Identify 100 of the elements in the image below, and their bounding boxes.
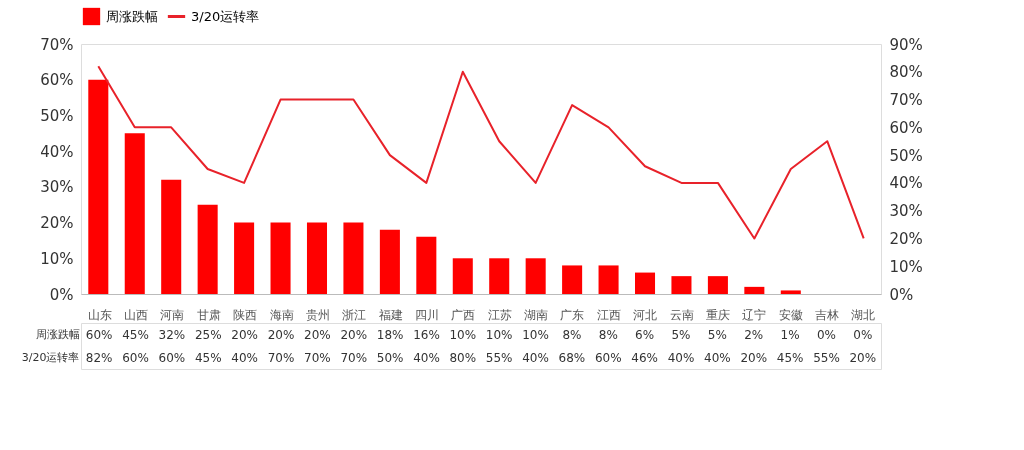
- x-tick-label: 湖北: [851, 307, 876, 322]
- bar: [671, 276, 692, 294]
- y-tick-label: 70%: [40, 35, 74, 54]
- data-label: 55%: [485, 350, 513, 365]
- data-label: 0%: [816, 327, 836, 342]
- y-tick-label: 0%: [49, 285, 74, 304]
- y2-tick-label: 70%: [889, 91, 923, 110]
- y2-tick-label: 90%: [889, 35, 923, 54]
- data-label: 70%: [340, 350, 368, 365]
- bar: [744, 286, 765, 294]
- x-tick-label: 广西: [451, 307, 476, 322]
- x-tick-label: 贵州: [305, 307, 330, 322]
- data-label: 45%: [194, 350, 222, 365]
- data-label: 8%: [562, 327, 582, 342]
- data-label: 10%: [485, 327, 513, 342]
- data-label: 46%: [631, 350, 658, 365]
- data-label: 45%: [776, 350, 804, 365]
- data-label: 40%: [231, 350, 258, 365]
- x-tick-label: 甘肃: [196, 307, 221, 322]
- y-tick-label: 20%: [40, 214, 74, 233]
- y2-tick-label: 50%: [889, 146, 923, 165]
- data-label: 70%: [267, 350, 295, 365]
- x-tick-label: 海南: [269, 307, 294, 322]
- bar: [634, 272, 656, 294]
- data-label: 8%: [598, 327, 618, 342]
- bar: [124, 133, 145, 294]
- data-label: 0%: [853, 327, 873, 342]
- bar: [489, 258, 510, 294]
- y2-tick-label: 80%: [889, 63, 923, 82]
- bar: [343, 222, 364, 294]
- bar: [306, 222, 328, 294]
- x-tick-label: 河南: [160, 307, 185, 322]
- data-label: 20%: [267, 327, 295, 342]
- bar: [234, 222, 255, 294]
- x-tick-label: 浙江: [342, 307, 367, 322]
- data-label: 25%: [194, 327, 222, 342]
- x-tick-label: 云南: [669, 307, 694, 322]
- x-tick-label: 陕西: [233, 307, 258, 322]
- line-series: [97, 65, 865, 240]
- x-tick-label: 山东: [87, 307, 112, 322]
- data-label: 80%: [449, 350, 477, 365]
- data-label: 5%: [671, 327, 691, 342]
- x-tick-label: 重庆: [705, 307, 730, 322]
- bar: [88, 79, 109, 294]
- x-tick-label: 广东: [560, 307, 585, 322]
- data-label: 20%: [849, 350, 877, 365]
- x-tick-label: 江苏: [487, 307, 512, 322]
- x-tick-label: 辽宁: [742, 307, 767, 322]
- text: 周涨跌幅: [35, 328, 80, 341]
- bar: [525, 258, 546, 294]
- data-label: 50%: [376, 350, 404, 365]
- bar: [197, 204, 218, 294]
- y2-tick-label: 30%: [889, 202, 923, 221]
- y2-tick-label: 10%: [889, 257, 923, 276]
- bar: [598, 265, 619, 294]
- y2-tick-label: 0%: [889, 285, 914, 304]
- data-label: 55%: [813, 350, 840, 365]
- text: 3/20运转率: [21, 351, 80, 364]
- y2-tick-label: 60%: [889, 118, 923, 137]
- bar: [562, 265, 583, 294]
- x-tick-label: 山西: [124, 307, 149, 322]
- data-label: 60%: [85, 327, 113, 342]
- data-label: 60%: [594, 350, 622, 365]
- y-tick-label: 50%: [40, 106, 74, 125]
- data-label: 1%: [780, 327, 800, 342]
- bar: [161, 179, 182, 294]
- data-label: 20%: [740, 350, 768, 365]
- x-tick-label: 江西: [596, 307, 621, 322]
- bar: [379, 229, 400, 294]
- data-label: 10%: [449, 327, 477, 342]
- x-tick-label: 吉林: [814, 307, 839, 322]
- data-label: 40%: [667, 350, 695, 365]
- y-tick-label: 60%: [40, 71, 74, 90]
- data-label: 5%: [707, 327, 727, 342]
- data-label: 40%: [522, 350, 549, 365]
- data-label: 82%: [85, 350, 113, 365]
- x-tick-label: 河北: [633, 307, 658, 322]
- y-tick-label: 30%: [40, 178, 74, 197]
- y2-tick-label: 20%: [889, 229, 923, 248]
- y2-tick-label: 40%: [889, 174, 923, 193]
- data-label: 10%: [522, 327, 549, 342]
- bar: [452, 258, 473, 294]
- bar: [416, 236, 437, 294]
- data-label: 60%: [158, 350, 186, 365]
- data-label: 18%: [376, 327, 404, 342]
- data-label: 6%: [635, 327, 655, 342]
- x-tick-label: 安徽: [778, 307, 803, 322]
- data-label: 20%: [340, 327, 368, 342]
- data-label: 40%: [413, 350, 440, 365]
- data-label: 2%: [744, 327, 764, 342]
- data-label: 70%: [304, 350, 331, 365]
- y-tick-label: 10%: [40, 249, 74, 268]
- x-tick-label: 福建: [378, 307, 403, 322]
- x-tick-label: 四川: [414, 307, 439, 322]
- data-label: 16%: [413, 327, 440, 342]
- bar: [707, 276, 728, 294]
- data-label: 60%: [122, 350, 149, 365]
- data-label: 20%: [231, 327, 258, 342]
- bar: [780, 290, 801, 294]
- data-label: 40%: [704, 350, 731, 365]
